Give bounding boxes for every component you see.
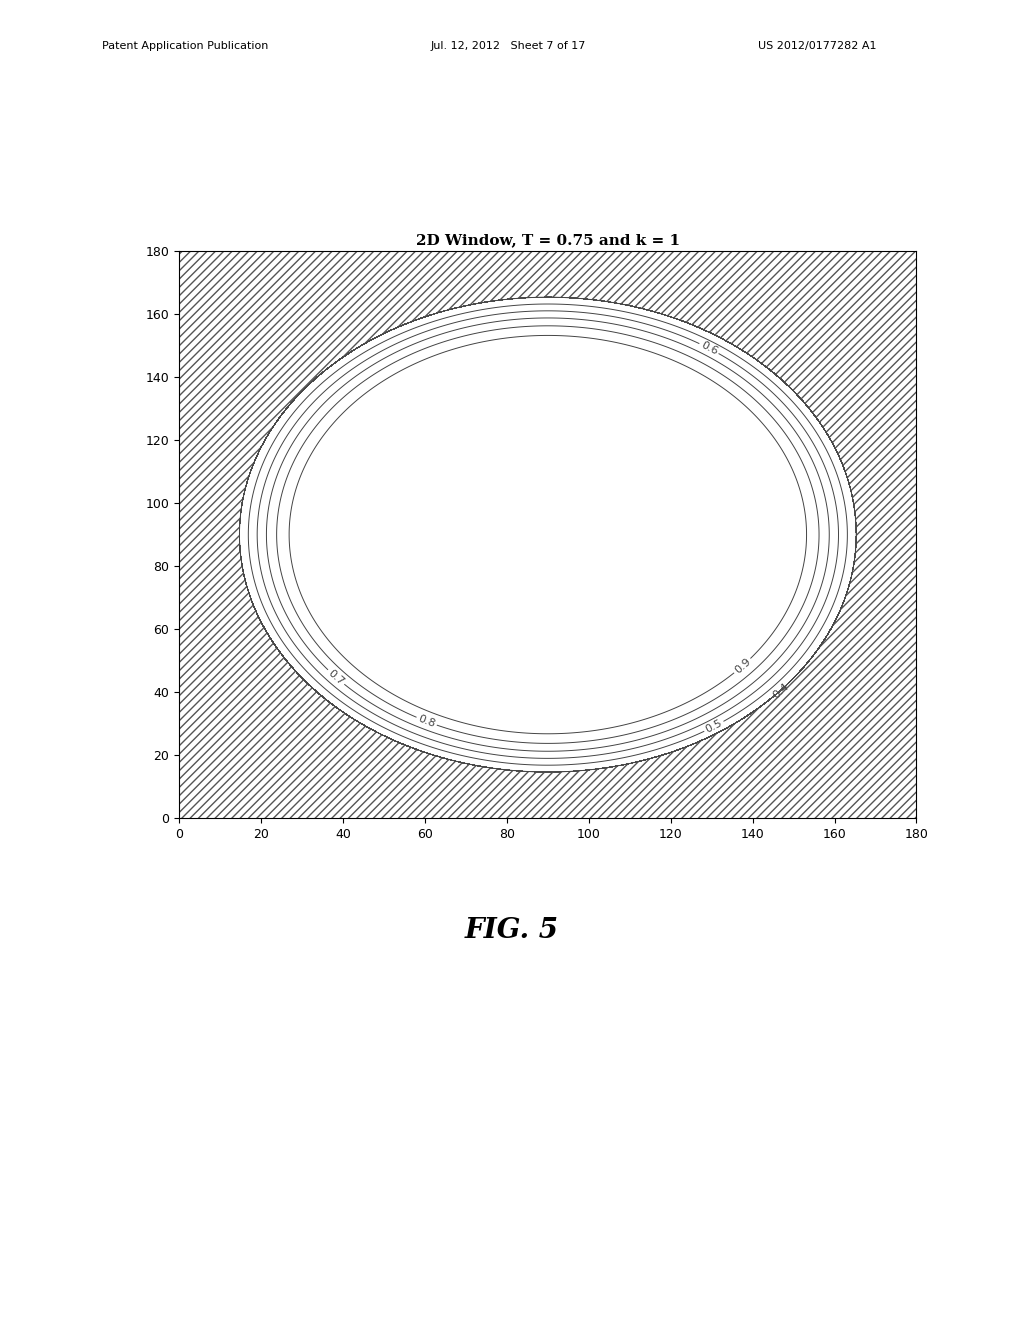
Text: 0.9: 0.9: [732, 656, 753, 676]
Text: 0.5: 0.5: [703, 718, 724, 735]
Text: 0.7: 0.7: [326, 668, 346, 686]
Title: 2D Window, T = 0.75 and k = 1: 2D Window, T = 0.75 and k = 1: [416, 232, 680, 247]
Text: FIG. 5: FIG. 5: [465, 917, 559, 944]
Text: US 2012/0177282 A1: US 2012/0177282 A1: [758, 41, 877, 51]
Text: Patent Application Publication: Patent Application Publication: [102, 41, 268, 51]
Point: [171, 808, 187, 829]
Text: Jul. 12, 2012   Sheet 7 of 17: Jul. 12, 2012 Sheet 7 of 17: [430, 41, 586, 51]
Text: 0.4: 0.4: [770, 681, 791, 700]
Text: 0.8: 0.8: [417, 714, 436, 729]
Text: 0.6: 0.6: [699, 341, 719, 356]
